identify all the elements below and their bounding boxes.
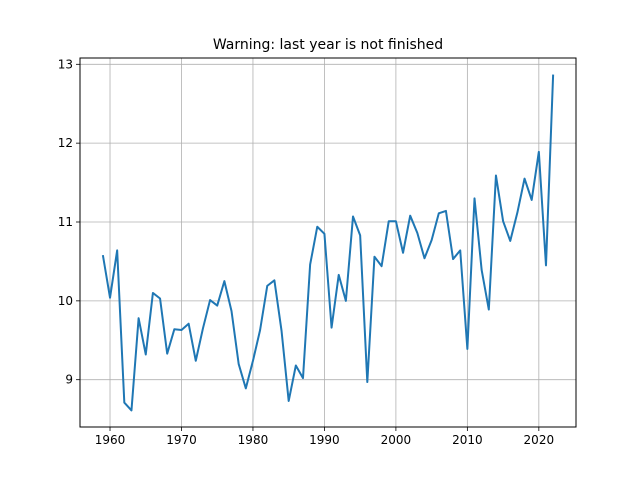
y-tick-label: 10: [58, 294, 73, 308]
y-tick-label: 12: [58, 136, 73, 150]
x-tick-label: 2000: [381, 433, 412, 447]
y-axis: 9 10 11 12 13: [58, 57, 80, 387]
plot-frame: [79, 57, 577, 428]
x-tick-label: 1990: [309, 433, 340, 447]
series-line: [101, 74, 555, 412]
chart-title: Warning: last year is not finished: [213, 37, 443, 53]
y-tick-label: 11: [58, 215, 73, 229]
y-tick-label: 13: [58, 57, 73, 71]
x-tick-label: 2010: [452, 433, 483, 447]
x-tick-label: 2020: [524, 433, 555, 447]
x-tick-label: 1970: [166, 433, 197, 447]
y-tick-label: 9: [65, 373, 73, 387]
x-tick-label: 1980: [238, 433, 269, 447]
x-tick-label: 1960: [95, 433, 126, 447]
x-axis: 1960 1970 1980 1990 2000 2010 2020: [95, 427, 554, 447]
